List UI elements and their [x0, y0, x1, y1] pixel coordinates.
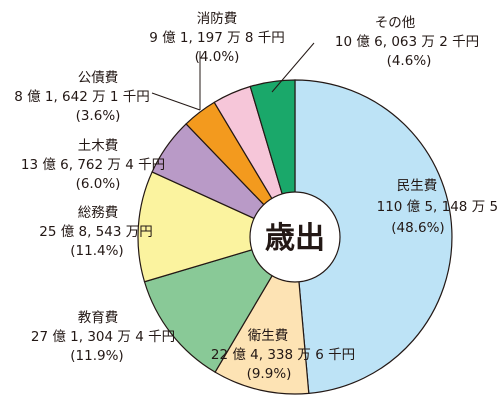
slice-label-name-5: 公債費 — [78, 70, 119, 86]
slice-label-percent-0: (48.6%) — [391, 220, 444, 236]
slice-label-percent-3: (11.4%) — [70, 243, 123, 259]
slice-label-name-1: 衛生費 — [248, 328, 289, 344]
slice-label-amount-3: 25 億 8, 543 万円 — [39, 224, 153, 240]
slice-label-name-2: 教育費 — [78, 310, 119, 326]
slice-label-amount-4: 13 億 6, 762 万 4 千円 — [21, 157, 165, 173]
slice-label-name-6: 消防費 — [197, 11, 238, 27]
slice-label-name-4: 土木費 — [78, 138, 119, 154]
slice-label-amount-7: 10 億 6, 063 万 2 千円 — [335, 34, 479, 50]
leader-lines — [151, 42, 315, 111]
slice-label-percent-1: (9.9%) — [247, 366, 292, 382]
slice-label-amount-6: 9 億 1, 197 万 8 千円 — [149, 30, 285, 46]
leader-line-5 — [151, 92, 201, 111]
pie-slice-0 — [294, 79, 453, 395]
slice-label-amount-1: 22 億 4, 338 万 6 千円 — [211, 347, 355, 363]
slice-label-name-7: その他 — [375, 15, 416, 31]
leader-line-7 — [271, 42, 315, 93]
slice-label-amount-5: 8 億 1, 642 万 1 千円 — [14, 89, 150, 105]
slice-label-name-0: 民生費 — [397, 178, 438, 194]
slice-label-name-3: 総務費 — [78, 205, 119, 221]
center-label: 歳出 — [265, 221, 325, 256]
slice-label-percent-7: (4.6%) — [387, 53, 432, 69]
slice-label-amount-0: 110 億 5, 148 万 5 千円 — [377, 199, 500, 215]
pie-slice-3 — [137, 171, 297, 283]
slice-label-amount-2: 27 億 1, 304 万 4 千円 — [31, 329, 175, 345]
center-hole — [249, 191, 341, 283]
slice-label-percent-6: (4.0%) — [195, 49, 240, 65]
slice-labels: 民生費 110 億 5, 148 万 5 千円 (48.6%) 衛生費 22 億 4, … — [14, 11, 500, 382]
slice-label-percent-2: (11.9%) — [70, 348, 123, 364]
slice-label-percent-5: (3.6%) — [76, 108, 121, 124]
slice-label-percent-4: (6.0%) — [76, 176, 121, 192]
